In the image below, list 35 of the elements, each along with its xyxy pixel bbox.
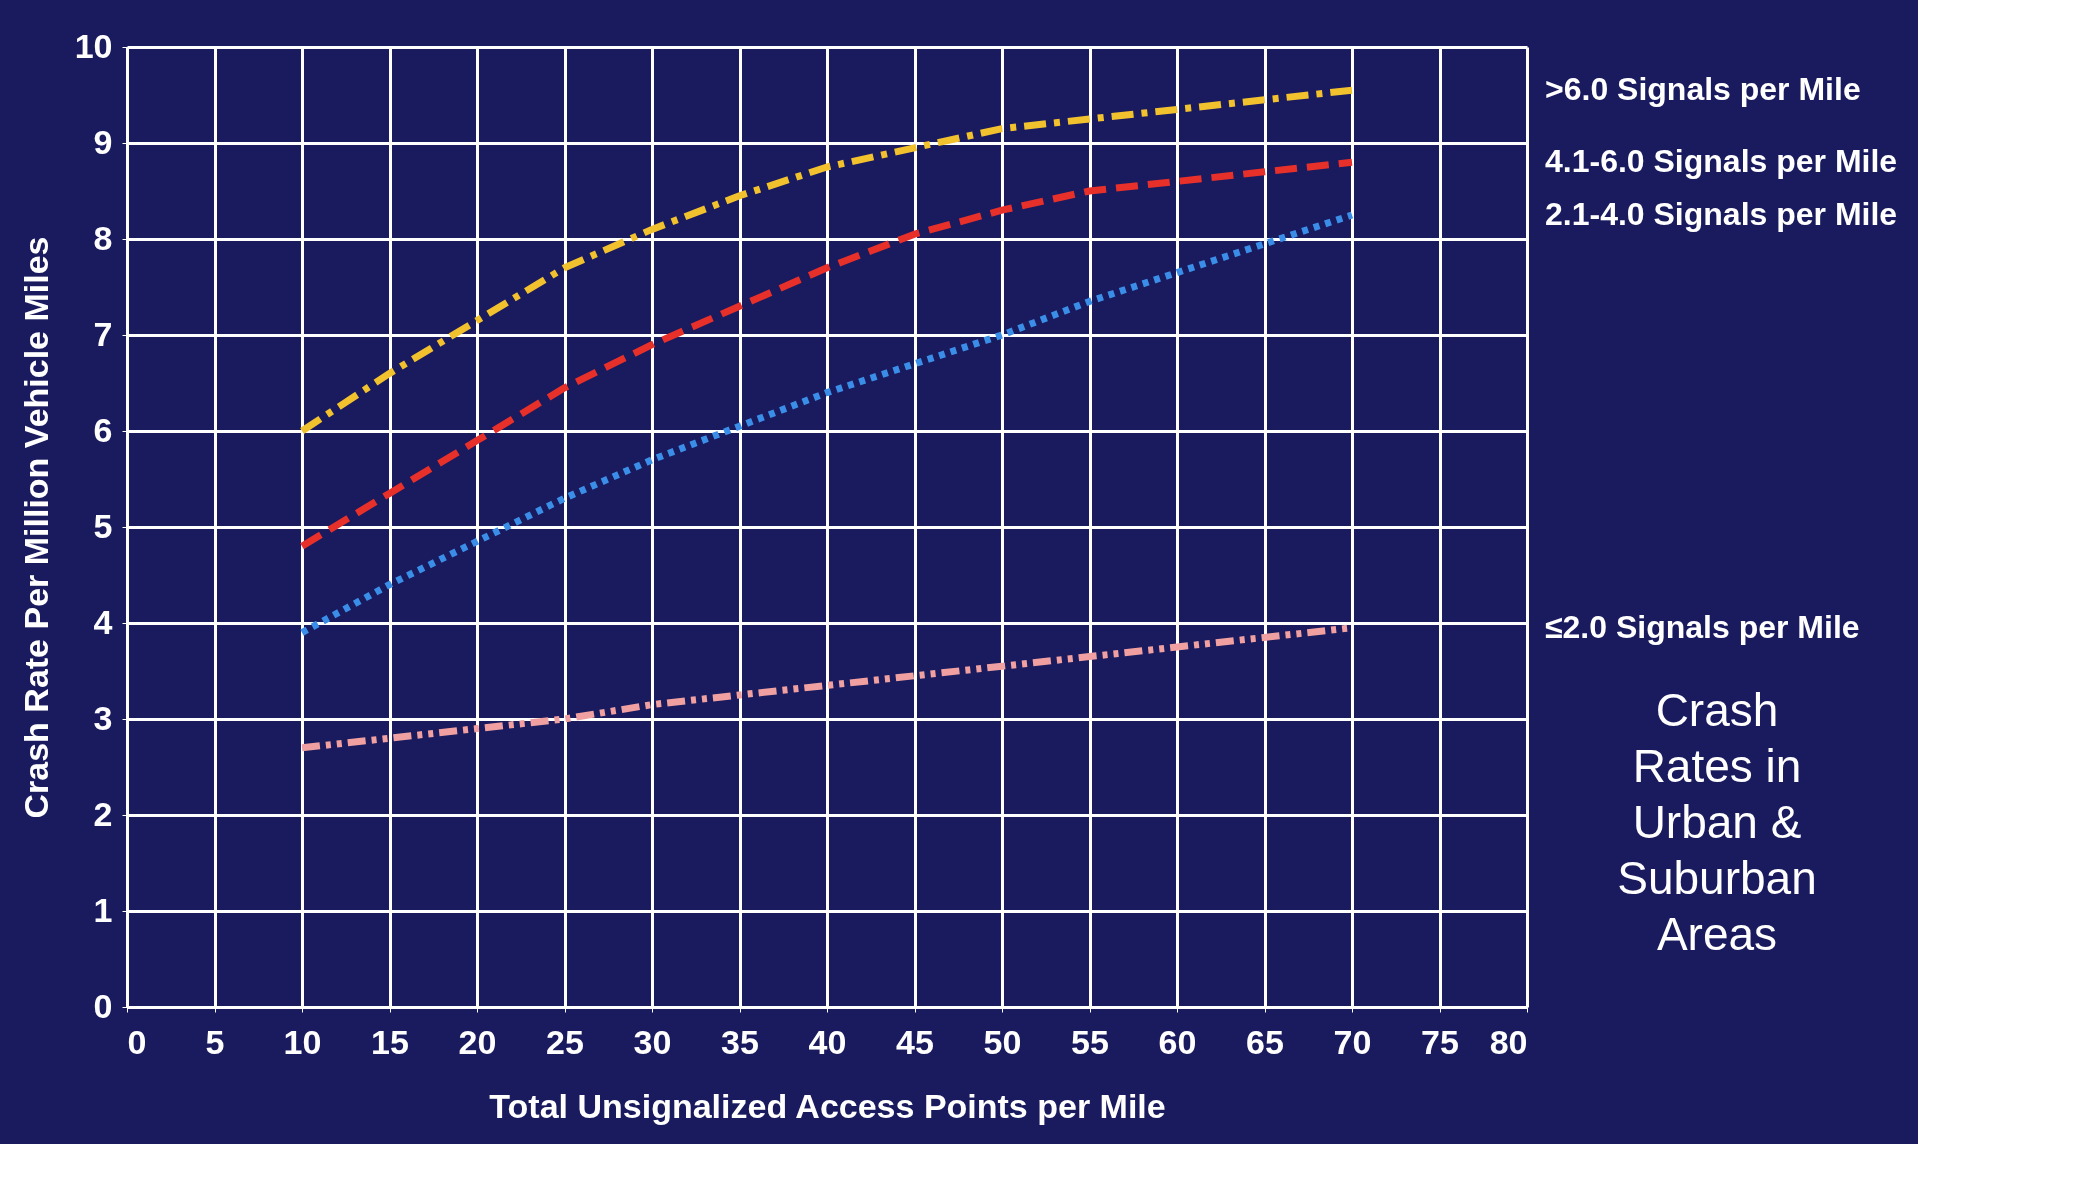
x-tick-label: 70 bbox=[1333, 1022, 1372, 1061]
y-tick-label: 5 bbox=[93, 506, 113, 545]
x-tick-label: 10 bbox=[283, 1022, 322, 1061]
x-tick-label: 0 bbox=[127, 1022, 147, 1061]
y-tick-label: 1 bbox=[93, 890, 113, 929]
text: 2.1-4.0 Signals per Mile bbox=[1545, 196, 1898, 232]
x-tick-label: 50 bbox=[983, 1022, 1022, 1061]
x-tick-label: 15 bbox=[371, 1022, 409, 1061]
x-axis-title: Total Unsignalized Access Points per Mile bbox=[489, 1086, 1166, 1125]
text: Crash Rates in Urban & Suburban Areas bbox=[1617, 684, 1817, 961]
x-tick-label: 45 bbox=[896, 1022, 934, 1061]
y-tick-label: 2 bbox=[93, 794, 113, 833]
y-tick-label: 3 bbox=[93, 698, 113, 737]
x-tick-label: 65 bbox=[1246, 1022, 1284, 1061]
text: >6.0 Signals per Mile bbox=[1545, 71, 1861, 108]
y-tick-label: 7 bbox=[93, 314, 113, 353]
y-tick-label: 0 bbox=[93, 986, 113, 1025]
y-axis-title: Crash Rate Per Million Vehicle Miles bbox=[16, 236, 55, 819]
y-tick-label: 10 bbox=[74, 26, 113, 65]
y-tick-label: 6 bbox=[93, 410, 113, 449]
text: ≤2.0 Signals per Mile bbox=[1545, 608, 1860, 645]
x-tick-label: 40 bbox=[808, 1022, 847, 1061]
x-tick-label: 60 bbox=[1158, 1022, 1197, 1061]
text: 4.1-6.0 Signals per Mile bbox=[1545, 143, 1898, 180]
x-tick-label: 80 bbox=[1489, 1022, 1528, 1061]
x-tick-label: 20 bbox=[458, 1022, 497, 1061]
y-tick-label: 4 bbox=[93, 602, 113, 641]
x-tick-label: 55 bbox=[1071, 1022, 1109, 1061]
x-tick-label: 35 bbox=[721, 1022, 759, 1061]
x-tick-label: 5 bbox=[205, 1022, 225, 1061]
y-tick-label: 9 bbox=[93, 122, 113, 161]
x-tick-label: 75 bbox=[1421, 1022, 1459, 1061]
y-tick-label: 8 bbox=[93, 218, 113, 257]
x-tick-label: 30 bbox=[633, 1022, 672, 1061]
x-tick-label: 25 bbox=[546, 1022, 584, 1061]
